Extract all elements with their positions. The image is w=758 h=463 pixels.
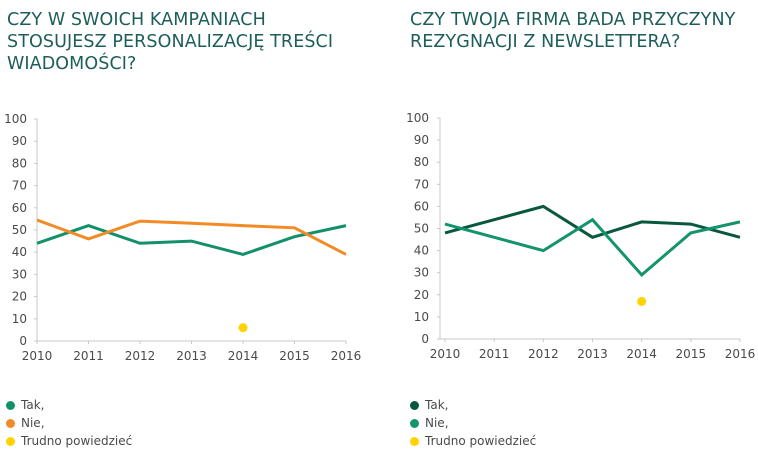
legend-item-trudno-powiedziec: Trudno powiedzieć xyxy=(6,432,132,450)
legend-label: Nie, xyxy=(425,416,449,430)
y-tick-label: 10 xyxy=(414,310,429,324)
y-tick-label: 20 xyxy=(414,288,429,302)
series-tak-line xyxy=(36,224,347,256)
y-tick-label: 70 xyxy=(12,179,27,193)
x-tick-label: 2016 xyxy=(725,347,756,361)
chart-title-line: REZYGNACJI Z NEWSLETTERA? xyxy=(410,32,681,52)
legend-item-nie: Nie, xyxy=(410,414,536,432)
legend-label: Trudno powiedzieć xyxy=(425,434,537,448)
series-nie-line xyxy=(36,218,347,256)
chart-title: CZY W SWOICH KAMPANIACH STOSUJESZ PERSON… xyxy=(7,9,387,75)
chart-title-line: CZY W SWOICH KAMPANIACH xyxy=(7,10,266,30)
x-tick-label: 2010 xyxy=(22,349,53,363)
y-tick-label: 100 xyxy=(406,111,429,125)
x-tick-label: 2016 xyxy=(331,349,362,363)
legend-item-tak: Tak, xyxy=(6,396,132,414)
x-tick-label: 2014 xyxy=(626,347,657,361)
series-nie-line xyxy=(444,217,741,277)
series-tak-line xyxy=(444,204,741,239)
legend-marker-icon xyxy=(410,436,419,446)
y-tick-label: 90 xyxy=(12,134,27,148)
x-tick-label: 2013 xyxy=(577,347,608,361)
chart-legend: Tak, Nie, Trudno powiedzieć xyxy=(410,396,536,450)
x-tick-label: 2014 xyxy=(228,349,259,363)
y-tick-label: 100 xyxy=(4,112,27,126)
x-tick-label: 2015 xyxy=(676,347,707,361)
x-tick-label: 2015 xyxy=(279,349,310,363)
legend-label: Tak, xyxy=(425,398,449,412)
line-chart-newsletter-unsubscribe: 0 10 20 30 40 50 60 70 80 90 100 2010 2011 2012 2013 20… xyxy=(406,111,756,361)
legend-marker-icon xyxy=(410,400,419,410)
y-tick-label: 80 xyxy=(12,156,27,170)
y-tick-label: 30 xyxy=(12,267,27,281)
chart-panel-newsletter-unsubscribe: CZY TWOJA FIRMA BADA PRZYCZYNY REZYGNACJ… xyxy=(400,0,758,463)
chart-title-line: WIADOMOŚCI? xyxy=(7,54,137,74)
chart-panel-personalization: CZY W SWOICH KAMPANIACH STOSUJESZ PERSON… xyxy=(4,9,387,450)
legend-marker-icon xyxy=(410,418,419,428)
legend-marker-icon xyxy=(6,418,15,428)
y-tick-label: 50 xyxy=(12,223,27,237)
chart-title-line: STOSUJESZ PERSONALIZACJĘ TREŚCI xyxy=(7,32,334,52)
y-tick-label: 0 xyxy=(421,332,429,346)
x-tick-label: 2013 xyxy=(176,349,207,363)
x-tick-label: 2012 xyxy=(125,349,156,363)
legend-label: Trudno powiedzieć xyxy=(21,434,133,448)
legend-label: Nie, xyxy=(21,416,45,430)
x-tick-label: 2012 xyxy=(528,347,559,361)
legend-marker-icon xyxy=(6,400,15,410)
legend-item-trudno-powiedziec: Trudno powiedzieć xyxy=(410,432,536,450)
y-tick-label: 90 xyxy=(414,133,429,147)
y-tick-label: 40 xyxy=(414,244,429,258)
x-tick-label: 2011 xyxy=(73,349,104,363)
legend-marker-icon xyxy=(6,436,15,446)
y-tick-label: 60 xyxy=(414,199,429,213)
y-tick-label: 0 xyxy=(19,334,27,348)
y-tick-label: 30 xyxy=(414,266,429,280)
y-tick-label: 10 xyxy=(12,312,27,326)
series-trudno-powiedzieć-point xyxy=(637,296,647,306)
legend-label: Tak, xyxy=(21,398,45,412)
x-tick-label: 2011 xyxy=(479,347,510,361)
chart-title-line: CZY TWOJA FIRMA BADA PRZYCZYNY xyxy=(410,10,736,30)
y-tick-label: 40 xyxy=(12,245,27,259)
y-tick-label: 20 xyxy=(12,290,27,304)
y-tick-label: 80 xyxy=(414,155,429,169)
line-chart-personalization: 0 10 20 30 40 50 60 70 80 90 100 2010 2011 2012 2013 20… xyxy=(4,112,362,363)
y-tick-label: 70 xyxy=(414,177,429,191)
series-trudno-powiedzieć-point xyxy=(238,323,248,333)
y-tick-label: 60 xyxy=(12,201,27,215)
y-tick-label: 50 xyxy=(414,222,429,236)
x-tick-label: 2010 xyxy=(430,347,461,361)
chart-title: CZY TWOJA FIRMA BADA PRZYCZYNY REZYGNACJ… xyxy=(410,9,758,53)
chart-legend: Tak, Nie, Trudno powiedzieć xyxy=(6,396,132,450)
legend-item-nie: Nie, xyxy=(6,414,132,432)
legend-item-tak: Tak, xyxy=(410,396,536,414)
